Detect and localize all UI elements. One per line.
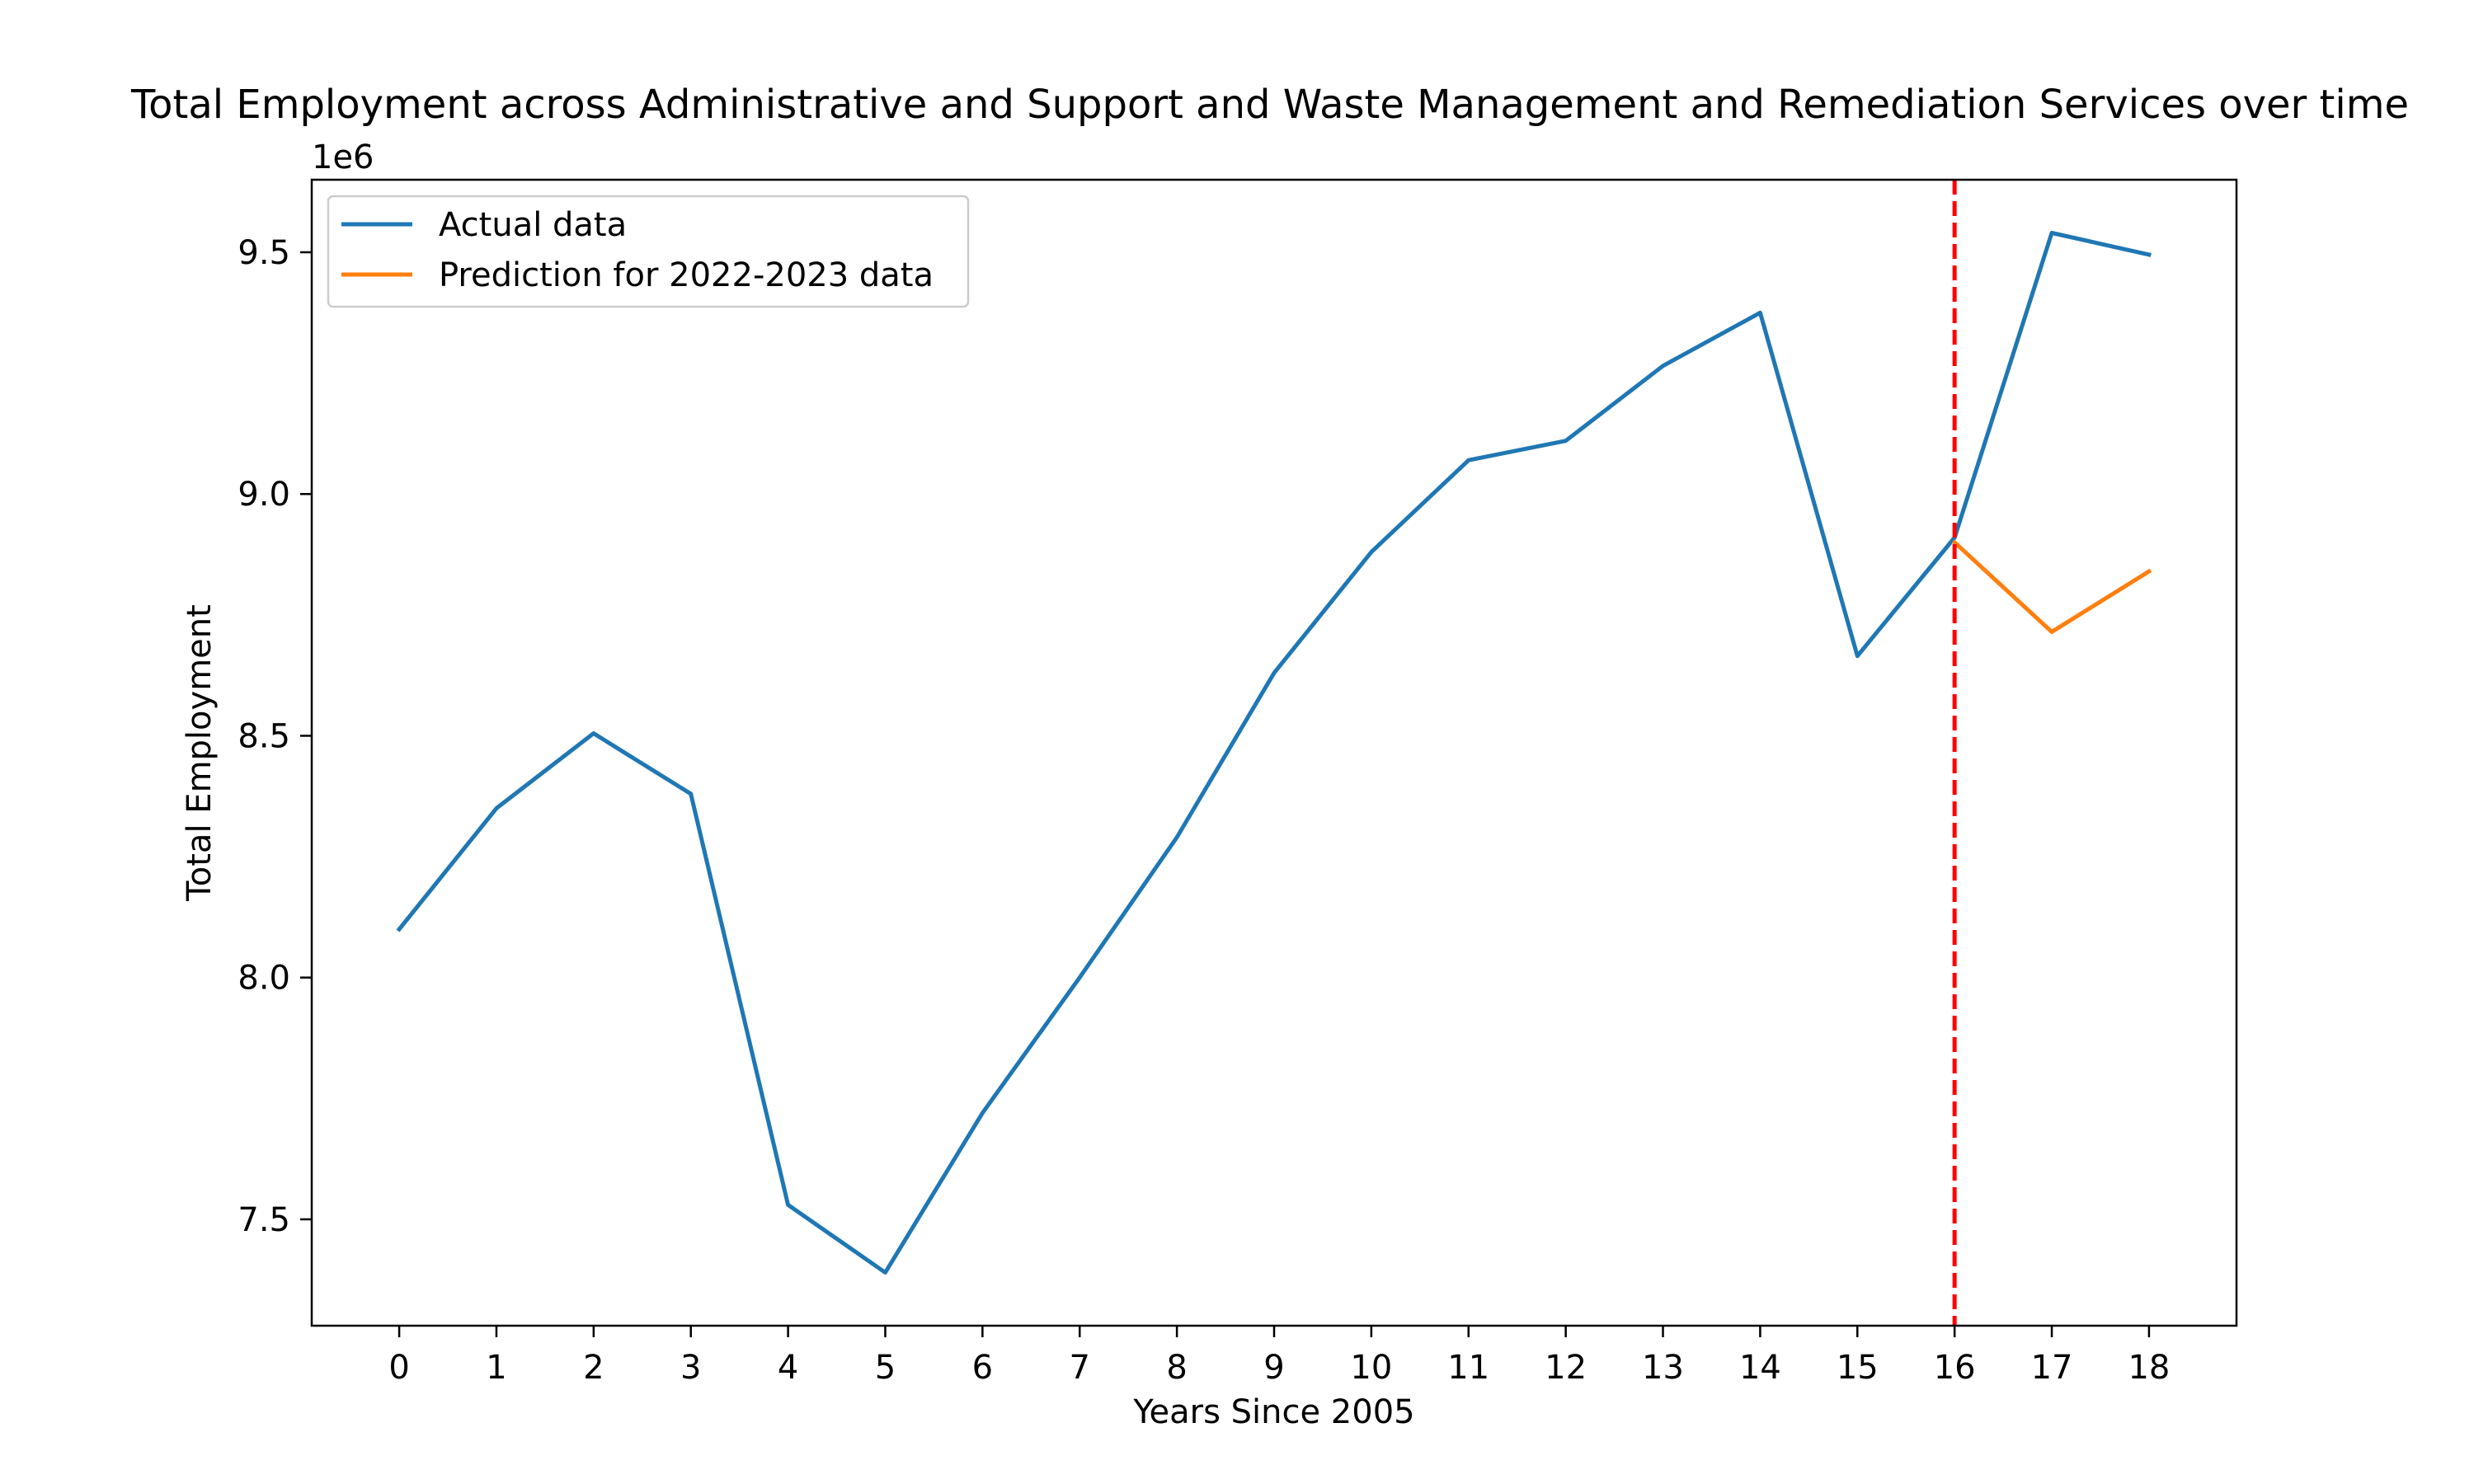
x-tick-label: 17	[2031, 1349, 2073, 1387]
series-line-0	[396, 231, 2152, 1275]
x-axis: 0 1 2 3 4 5 6 7 8 9 10 11 12 13 14 15 16 17 18	[388, 1326, 2170, 1387]
x-tick-label: 13	[1642, 1349, 1684, 1387]
x-tick-label: 5	[875, 1349, 896, 1387]
x-axis-label: Years Since 2005	[1132, 1393, 1414, 1431]
y-tick-label: 9.0	[238, 476, 290, 514]
plot-area	[396, 180, 2152, 1326]
y-tick-label: 8.0	[238, 960, 290, 998]
x-tick-label: 15	[1837, 1349, 1879, 1387]
series-line-1	[1951, 539, 2152, 634]
x-tick-label: 4	[778, 1349, 798, 1387]
x-tick-label: 16	[1934, 1349, 1976, 1387]
x-tick-label: 11	[1447, 1349, 1489, 1387]
legend: Actual data Prediction for 2022-2023 data	[327, 195, 970, 308]
x-tick-label: 0	[388, 1349, 409, 1387]
x-tick-label: 3	[680, 1349, 701, 1387]
x-tick-label: 14	[1739, 1349, 1781, 1387]
chart-title: Total Employment across Administrative a…	[130, 82, 2409, 128]
x-tick-label: 10	[1350, 1349, 1392, 1387]
x-tick-label: 7	[1070, 1349, 1090, 1387]
legend-label-0: Actual data	[439, 206, 627, 244]
x-tick-label: 6	[972, 1349, 993, 1387]
x-tick-label: 8	[1166, 1349, 1187, 1387]
x-tick-label: 18	[2128, 1349, 2170, 1387]
x-tick-label: 2	[583, 1349, 604, 1387]
x-tick-label: 12	[1545, 1349, 1587, 1387]
legend-box	[327, 195, 970, 308]
x-tick-label: 1	[486, 1349, 506, 1387]
y-tick-label: 9.5	[238, 234, 290, 272]
y-tick-label: 7.5	[238, 1201, 290, 1239]
y-axis-label: Total Employment	[181, 604, 219, 902]
legend-label-1: Prediction for 2022-2023 data	[439, 256, 934, 294]
y-axis-offset-label: 1e6	[312, 139, 374, 176]
x-tick-label: 9	[1263, 1349, 1284, 1387]
y-tick-label: 8.5	[238, 717, 290, 755]
y-axis: 7.5 8.0 8.5 9.0 9.5	[238, 234, 312, 1239]
